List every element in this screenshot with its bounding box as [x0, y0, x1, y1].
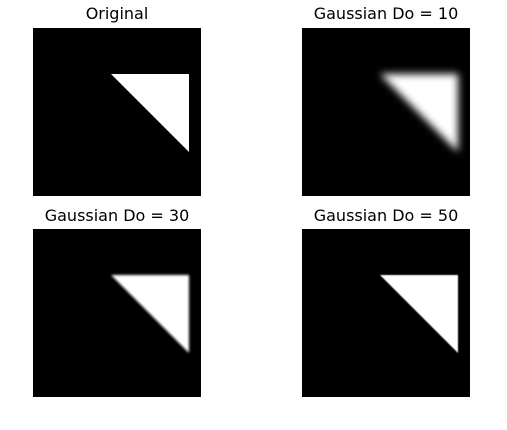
- panel-title-gaussian-30: Gaussian Do = 30: [44, 206, 190, 225]
- panel-title-gaussian-50: Gaussian Do = 50: [313, 206, 459, 225]
- panel-title-original: Original: [85, 4, 149, 23]
- image-gaussian-50: [302, 229, 470, 397]
- image-gaussian-10: [302, 28, 470, 196]
- image-original: [33, 28, 201, 196]
- panel-title-gaussian-10: Gaussian Do = 10: [313, 4, 459, 23]
- image-gaussian-30: [33, 229, 201, 397]
